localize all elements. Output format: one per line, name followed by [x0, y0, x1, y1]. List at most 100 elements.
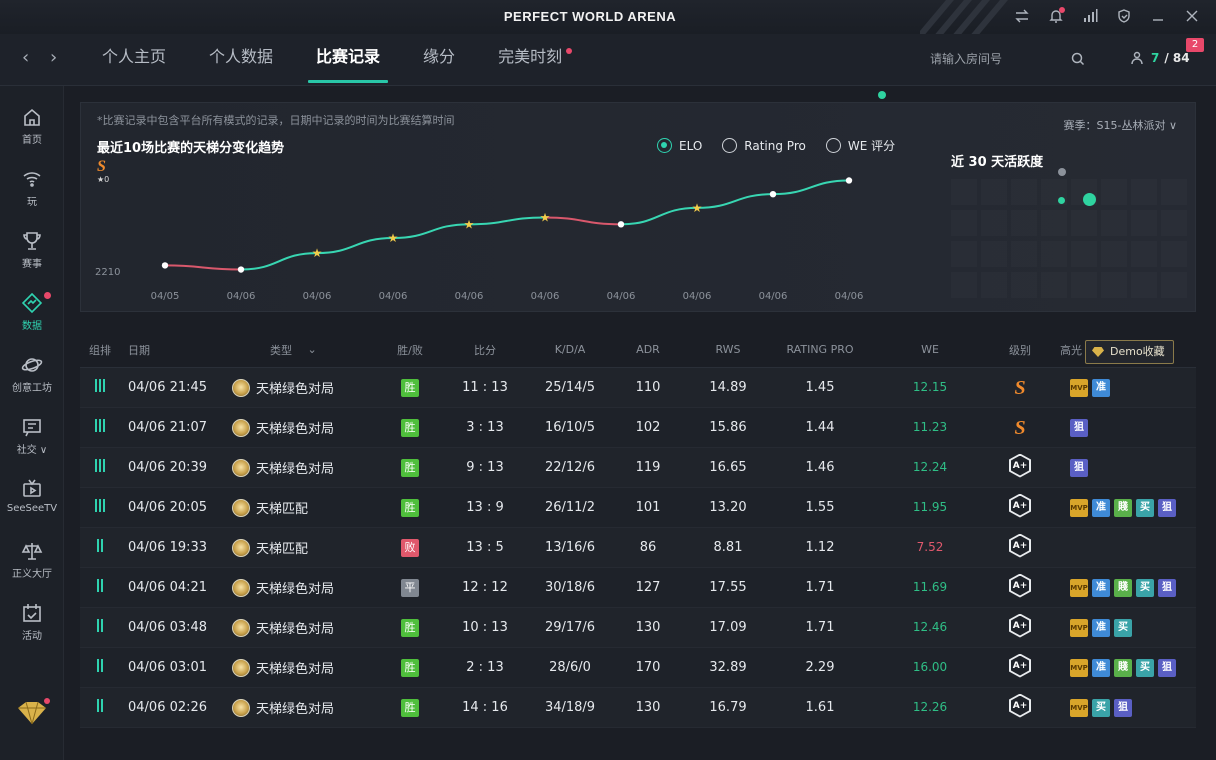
line-segment: [164, 264, 242, 271]
activity-dot: [1083, 193, 1096, 206]
rank-badge: A+: [1009, 493, 1031, 518]
data-point[interactable]: [617, 221, 625, 228]
swap-icon[interactable]: [1012, 6, 1032, 26]
sidebar-item-data[interactable]: 数据: [0, 286, 64, 342]
table-row[interactable]: 04/06 20:39 天梯绿色对局 胜 9 : 13 22/12/6 119 16.65 1…: [80, 448, 1196, 488]
shield-check-icon[interactable]: [1114, 6, 1134, 26]
room-number-input[interactable]: [930, 48, 1060, 70]
col-kda: K/D/A: [554, 343, 586, 356]
highlight-badge: 狙: [1158, 658, 1176, 677]
col-group: 组排: [89, 343, 111, 357]
tab-home[interactable]: 个人主页: [102, 47, 167, 66]
rank-cell: A+: [1000, 493, 1040, 522]
minimize-icon[interactable]: [1148, 6, 1168, 26]
rank-badge-label: A+: [1011, 495, 1029, 516]
mvp-star-point[interactable]: ★: [464, 217, 475, 231]
activity-cell: [1011, 210, 1037, 236]
rank-cell: A+: [1000, 613, 1040, 642]
activity-cell: [1011, 272, 1037, 298]
kda: 13/16/6: [544, 540, 596, 555]
table-row[interactable]: 04/06 03:48 天梯绿色对局 胜 10 : 13 29/17/6 130 17.09…: [80, 608, 1196, 648]
rank-badge: A+: [1009, 613, 1031, 638]
table-row[interactable]: 04/06 02:26 天梯绿色对局 胜 14 : 16 34/18/9 130 16.79…: [80, 688, 1196, 728]
mode-icon: [232, 698, 250, 717]
sidebar-item-seeseetv[interactable]: SeeSeeTV: [0, 472, 64, 528]
adr: 119: [635, 460, 661, 475]
col-type[interactable]: 类型 ⌄: [232, 342, 370, 358]
group-indicator: [80, 699, 120, 716]
season-selector[interactable]: 赛季：S15-丛林派对 ∨: [1063, 119, 1178, 132]
group-indicator: [80, 419, 120, 436]
sidebar-item-events[interactable]: 赛事: [0, 224, 64, 280]
bell-icon[interactable]: [1046, 6, 1066, 26]
table-row[interactable]: 04/06 04:21 天梯绿色对局 平 12 : 12 30/18/6 127 17.55…: [80, 568, 1196, 608]
online-friends[interactable]: 7 / 84: [1130, 50, 1190, 66]
radio-we[interactable]: WE 评分: [825, 137, 895, 154]
rws: 17.55: [709, 580, 747, 595]
match-table: 组排 日期 类型 ⌄ 胜/败 比分 K/D/A ADR RWS RATING P…: [80, 332, 1196, 728]
demo-collection-button[interactable]: Demo收藏: [1085, 340, 1174, 364]
tab-fate[interactable]: 缘分: [423, 47, 456, 66]
rws: 17.09: [709, 620, 747, 635]
sidebar-item-home[interactable]: 首页: [0, 100, 64, 156]
kda: 22/12/6: [544, 460, 596, 475]
match-date: 04/06 21:07: [128, 420, 208, 435]
app-title: PERFECT WORLD ARENA: [503, 9, 677, 24]
highlight-badge: 狙: [1070, 418, 1088, 437]
table-row[interactable]: 04/06 21:07 天梯绿色对局 胜 3 : 13 16/10/5 102 15.86 1…: [80, 408, 1196, 448]
mvp-star-point[interactable]: ★: [312, 246, 323, 260]
sidebar-item-justice[interactable]: 正义大厅: [0, 534, 64, 590]
sidebar-item-activity[interactable]: 活动: [0, 596, 64, 652]
x-tick-label: 04/06: [607, 291, 636, 302]
table-row[interactable]: 04/06 19:33 天梯匹配 败 13 : 5 13/16/6 86 8.81 1.12 7…: [80, 528, 1196, 568]
tab-match-records[interactable]: 比赛记录: [308, 34, 389, 86]
table-row[interactable]: 04/06 21:45 天梯绿色对局 胜 11 : 13 25/14/5 110 14.89…: [80, 368, 1196, 408]
diamond-icon: [1092, 347, 1104, 357]
tab-personal-data[interactable]: 个人数据: [209, 47, 274, 66]
trophy-icon: [23, 232, 41, 250]
rank-badge: A+: [1009, 653, 1031, 678]
signal-icon[interactable]: [1080, 6, 1100, 26]
vip-diamond-icon[interactable]: [14, 698, 50, 728]
activity-cell: [951, 241, 977, 267]
tab-perfect-moments[interactable]: 完美时刻: [498, 34, 573, 86]
search-icon[interactable]: [1070, 51, 1086, 67]
we-score: 12.46: [912, 620, 948, 634]
we-score-cell: 12.46: [860, 620, 1000, 635]
data-point[interactable]: [237, 266, 245, 273]
highlight-badge: 准: [1092, 498, 1110, 517]
data-point[interactable]: [769, 190, 777, 198]
close-icon[interactable]: [1182, 6, 1202, 26]
radio-rating-pro[interactable]: Rating Pro: [722, 137, 806, 154]
back-arrow-icon[interactable]: ‹: [22, 47, 30, 68]
activity-cell: [1161, 241, 1187, 267]
tab-perfect-moments-label: 完美时刻: [498, 47, 563, 66]
highlight-badge: 买: [1092, 698, 1110, 717]
sidebar: 首页 玩 赛事 数据 创意工坊 社交 ∨ SeeSeeTV 正义大厅 活动: [0, 86, 64, 760]
col-we: WE: [921, 343, 939, 356]
line-segment: [544, 216, 622, 226]
sidebar-item-social[interactable]: 社交 ∨: [0, 410, 64, 466]
result-badge: 胜: [401, 458, 419, 477]
data-point[interactable]: [845, 177, 853, 184]
activity-dot: [1058, 197, 1065, 204]
mvp-star-point[interactable]: ★: [692, 201, 703, 215]
radio-elo[interactable]: ELO: [657, 137, 702, 154]
elo-line-chart: ★ ★ ★ ★ ★ 04/05 04/06 04/06 04/06 04/06 04/06 04/06…: [151, 177, 863, 302]
result-badge: 胜: [401, 618, 419, 637]
mvp-star-point[interactable]: ★: [540, 210, 551, 224]
table-row[interactable]: 04/06 20:05 天梯匹配 胜 13 : 9 26/11/2 101 13.20 1.5…: [80, 488, 1196, 528]
forward-arrow-icon[interactable]: ›: [50, 47, 58, 68]
elo-chart-panel: *比赛记录中包含平台所有模式的记录，日期中记录的时间为比赛结算时间 最近10场比…: [80, 91, 1196, 312]
highlight-badge: 准: [1092, 618, 1110, 637]
data-point[interactable]: [161, 262, 169, 269]
activity-cell: [1131, 241, 1157, 267]
new-dot: [566, 48, 573, 54]
table-row[interactable]: 04/06 03:01 天梯绿色对局 胜 2 : 13 28/6/0 170 32.89 2.…: [80, 648, 1196, 688]
we-score-cell: 11.23: [860, 420, 1000, 435]
mvp-star-point[interactable]: ★: [388, 231, 399, 245]
rws: 16.65: [709, 460, 747, 475]
sidebar-item-play[interactable]: 玩: [0, 162, 64, 218]
match-type-label: 天梯匹配: [256, 542, 309, 557]
sidebar-item-workshop[interactable]: 创意工坊: [0, 348, 64, 404]
